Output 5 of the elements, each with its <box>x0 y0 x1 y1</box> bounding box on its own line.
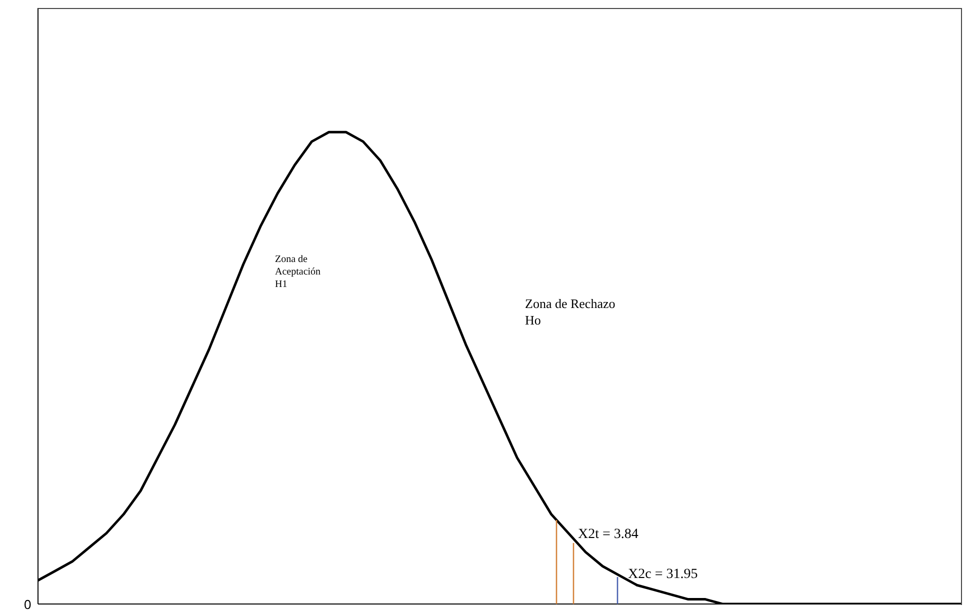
annotation: Zona de Rechazo Ho <box>525 296 616 328</box>
annotation: X2c = 31.95 <box>628 567 698 582</box>
annotation: Zona de Aceptación H1 <box>275 254 321 290</box>
text: 0 <box>24 597 32 612</box>
annotation: X2t = 3.84 <box>578 527 638 542</box>
